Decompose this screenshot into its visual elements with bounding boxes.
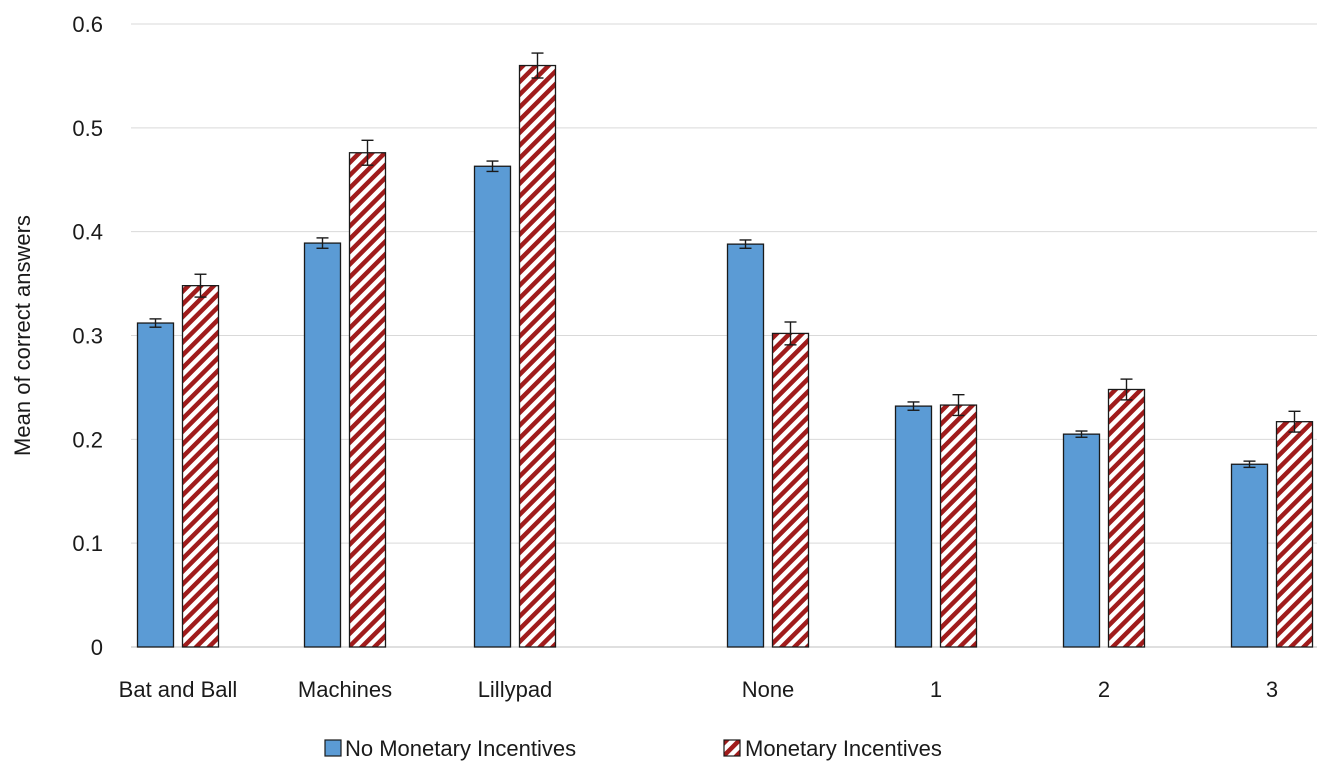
- x-category-label: 1: [930, 677, 942, 702]
- bar-monetary-incentives: [518, 64, 557, 648]
- x-category-label: 3: [1266, 677, 1278, 702]
- error-bar: [1075, 430, 1088, 438]
- x-category-label: Machines: [298, 677, 392, 702]
- error-bar: [486, 160, 499, 173]
- bar-no-monetary-incentives: [894, 405, 933, 648]
- error-bar: [361, 139, 374, 166]
- legend-label: Monetary Incentives: [745, 736, 942, 761]
- bar-no-monetary-incentives: [1230, 463, 1269, 648]
- x-axis-category-labels: Bat and Ball Machines Lillypad None 1 2 3: [119, 677, 1278, 702]
- bar-monetary-incentives: [181, 285, 220, 648]
- legend-swatch: [723, 739, 741, 757]
- x-category-label: Lillypad: [478, 677, 553, 702]
- y-axis-ticks: 0 0.1 0.2 0.3 0.4 0.5 0.6: [72, 12, 103, 660]
- error-bar: [1120, 378, 1133, 401]
- error-bar: [316, 237, 329, 249]
- y-tick-label: 0.3: [72, 324, 103, 349]
- bar-monetary-incentives: [771, 332, 810, 648]
- legend-swatch: [324, 739, 342, 757]
- x-category-label: None: [742, 677, 795, 702]
- bar-monetary-incentives: [939, 404, 978, 648]
- y-tick-label: 0.2: [72, 427, 103, 452]
- error-bar: [531, 52, 544, 79]
- bar-monetary-incentives: [1107, 388, 1146, 648]
- error-bar: [952, 393, 965, 417]
- error-bar: [149, 318, 162, 328]
- error-bar: [194, 273, 207, 298]
- x-category-label: Bat and Ball: [119, 677, 238, 702]
- error-bar: [1243, 460, 1256, 469]
- bar-no-monetary-incentives: [1062, 433, 1101, 648]
- legend-item-monetary-incentives: Monetary Incentives: [723, 736, 942, 761]
- y-tick-label: 0.4: [72, 220, 103, 245]
- error-bars: [149, 52, 1301, 469]
- y-tick-label: 0.5: [72, 116, 103, 141]
- y-axis-title: Mean of correct answers: [10, 215, 35, 456]
- bar-no-monetary-incentives: [303, 242, 342, 648]
- error-bar: [1288, 410, 1301, 433]
- legend-label: No Monetary Incentives: [345, 736, 576, 761]
- x-category-label: 2: [1098, 677, 1110, 702]
- error-bar: [739, 239, 752, 249]
- bar-monetary-incentives: [348, 152, 387, 648]
- error-bar: [907, 401, 920, 411]
- y-tick-label: 0.6: [72, 12, 103, 37]
- y-tick-label: 0.1: [72, 531, 103, 556]
- bars: [136, 64, 1314, 648]
- bar-monetary-incentives: [1275, 421, 1314, 648]
- bar-no-monetary-incentives: [726, 243, 765, 648]
- error-bar: [784, 321, 797, 346]
- legend: No Monetary Incentives Monetary Incentive…: [324, 736, 942, 761]
- bar-no-monetary-incentives: [473, 165, 512, 648]
- bar-no-monetary-incentives: [136, 322, 175, 648]
- legend-item-no-monetary-incentives: No Monetary Incentives: [324, 736, 576, 761]
- y-tick-label: 0: [91, 635, 103, 660]
